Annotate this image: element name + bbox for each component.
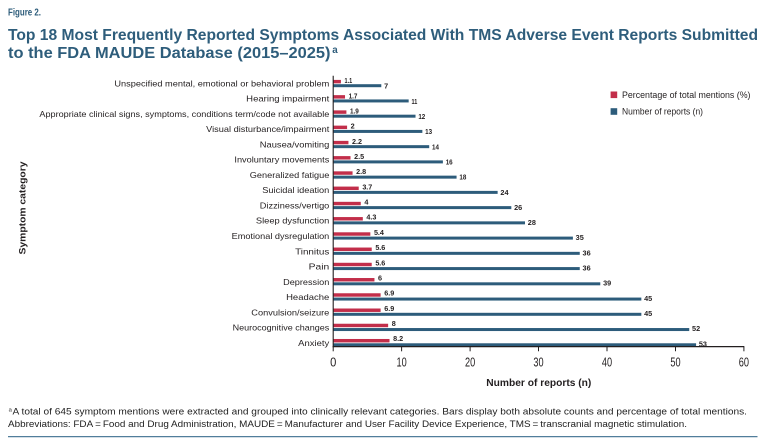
svg-text:18: 18 (459, 173, 466, 182)
svg-text:28: 28 (528, 218, 536, 227)
svg-text:Sleep dysfunction: Sleep dysfunction (256, 216, 330, 226)
svg-text:Depression: Depression (283, 277, 329, 287)
svg-text:2.2: 2.2 (352, 137, 362, 146)
svg-text:5.6: 5.6 (375, 258, 385, 267)
svg-text:10: 10 (397, 356, 407, 370)
svg-text:1.1: 1.1 (345, 76, 353, 85)
svg-text:5.4: 5.4 (374, 228, 384, 237)
svg-text:50: 50 (670, 356, 680, 370)
svg-text:Hearing impairment: Hearing impairment (246, 94, 330, 104)
svg-text:Dizziness/vertigo: Dizziness/vertigo (260, 200, 330, 210)
svg-text:2.8: 2.8 (356, 167, 366, 176)
svg-text:11: 11 (411, 97, 417, 106)
svg-text:2: 2 (351, 122, 355, 131)
svg-text:A total of 645 symptom mention: A total of 645 symptom mentions were ext… (13, 407, 748, 417)
svg-text:52: 52 (692, 324, 700, 333)
svg-text:6: 6 (378, 273, 382, 282)
svg-text:a: a (332, 45, 338, 56)
svg-text:Neurocognitive changes: Neurocognitive changes (233, 323, 330, 333)
svg-text:Pain: Pain (309, 262, 330, 272)
svg-text:14: 14 (432, 142, 439, 151)
svg-text:4: 4 (364, 198, 368, 207)
svg-text:to the FDA MAUDE Database (201: to the FDA MAUDE Database (2015–2025) (8, 45, 331, 62)
svg-text:Figure 2.: Figure 2. (8, 7, 41, 18)
svg-text:1.9: 1.9 (350, 107, 359, 116)
svg-text:Headache: Headache (286, 292, 329, 302)
svg-text:13: 13 (425, 127, 432, 136)
svg-text:4.3: 4.3 (366, 213, 376, 222)
svg-text:Emotional dysregulation: Emotional dysregulation (232, 231, 330, 241)
svg-text:6.9: 6.9 (384, 304, 394, 313)
svg-text:Generalized fatigue: Generalized fatigue (250, 170, 330, 180)
svg-text:36: 36 (583, 264, 591, 273)
svg-text:a: a (9, 408, 13, 414)
svg-text:Visual disturbance/impairment: Visual disturbance/impairment (206, 124, 330, 134)
svg-text:39: 39 (603, 279, 611, 288)
svg-text:Abbreviations: FDA = Food and: Abbreviations: FDA = Food and Drug Admin… (8, 419, 687, 429)
svg-text:7: 7 (384, 82, 388, 91)
svg-text:53: 53 (699, 339, 707, 348)
svg-text:Percentage of total mentions (: Percentage of total mentions (%) (622, 90, 751, 100)
svg-text:Nausea/vomiting: Nausea/vomiting (260, 139, 330, 149)
svg-text:26: 26 (514, 203, 522, 212)
svg-text:Unspecified mental, emotional: Unspecified mental, emotional or behavio… (114, 78, 329, 88)
svg-text:Involuntary movements: Involuntary movements (234, 155, 329, 165)
svg-text:16: 16 (446, 157, 453, 166)
svg-text:30: 30 (533, 356, 543, 370)
svg-text:Tinnitus: Tinnitus (295, 246, 329, 256)
svg-text:Top 18 Most Frequently Reporte: Top 18 Most Frequently Reported Symptoms… (8, 27, 758, 44)
svg-text:Number of reports (n): Number of reports (n) (622, 107, 703, 117)
svg-text:60: 60 (739, 356, 749, 370)
svg-text:36: 36 (583, 248, 591, 257)
svg-text:8: 8 (392, 319, 396, 328)
svg-text:Suicidal ideation: Suicidal ideation (262, 185, 329, 195)
svg-text:Anxiety: Anxiety (298, 338, 330, 348)
svg-text:45: 45 (644, 309, 652, 318)
svg-text:5.6: 5.6 (375, 243, 385, 252)
svg-text:6.9: 6.9 (384, 289, 394, 298)
svg-text:3.7: 3.7 (362, 182, 372, 191)
svg-text:20: 20 (465, 356, 475, 370)
svg-text:35: 35 (576, 233, 584, 242)
svg-text:45: 45 (644, 294, 652, 303)
svg-text:Appropriate clinical signs, sy: Appropriate clinical signs, symptoms, co… (39, 109, 329, 119)
svg-text:Number of reports (n): Number of reports (n) (486, 377, 591, 389)
svg-text:Symptom category: Symptom category (18, 161, 29, 255)
svg-text:12: 12 (418, 112, 425, 121)
svg-text:1.7: 1.7 (349, 91, 358, 100)
svg-text:2.5: 2.5 (354, 152, 364, 161)
svg-text:Convulsion/seizure: Convulsion/seizure (251, 307, 329, 317)
svg-text:24: 24 (500, 188, 508, 197)
svg-text:0: 0 (330, 356, 336, 370)
svg-text:40: 40 (602, 356, 612, 370)
svg-text:8.2: 8.2 (393, 334, 403, 343)
